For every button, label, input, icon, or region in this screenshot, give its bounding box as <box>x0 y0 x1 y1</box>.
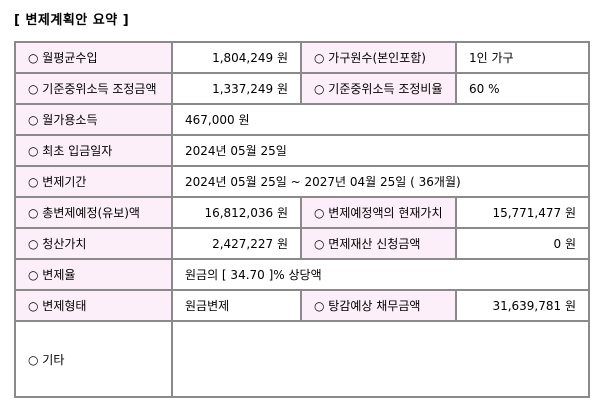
row-label-cell: ○ 총변제예정(유보)액 <box>14 196 173 229</box>
table-row: ○ 청산가치 2,427,227 원 ○ 면제재산 신청금액 0 원 <box>14 227 590 260</box>
row-value-cell: 1인 가구 <box>455 41 590 74</box>
row-value-cell <box>171 320 590 398</box>
row-value-cell: 2024년 05월 25일 <box>171 134 590 167</box>
row-value-cell: 1,337,249 원 <box>171 72 302 105</box>
page-title: [ 변제계획안 요약 ] <box>14 13 130 28</box>
row-value-cell: 31,639,781 원 <box>455 289 590 322</box>
row-label-cell: ○ 청산가치 <box>14 227 173 260</box>
table-row: ○ 총변제예정(유보)액 16,812,036 원 ○ 변제예정액의 현재가치 15,… <box>14 196 590 229</box>
repayment-plan-summary-table: ○ 월평균수입 1,804,249 원 ○ 가구원수(본인포함) 1인 가구 ○ 기준중… <box>14 41 590 398</box>
table-row: ○ 기준중위소득 조정금액 1,337,249 원 ○ 기준중위소득 조정비율 60 … <box>14 72 590 105</box>
row-label-cell: ○ 변제기간 <box>14 165 173 198</box>
table-row: ○ 월평균수입 1,804,249 원 ○ 가구원수(본인포함) 1인 가구 <box>14 41 590 74</box>
row-value-cell: 15,771,477 원 <box>455 196 590 229</box>
row-value-cell: 0 원 <box>455 227 590 260</box>
row-value-cell: 2,427,227 원 <box>171 227 302 260</box>
row-value-cell: 60 % <box>455 72 590 105</box>
row-value-cell: 원금변제 <box>171 289 302 322</box>
row-label-cell: ○ 기타 <box>14 320 173 398</box>
row-label-cell: ○ 월평균수입 <box>14 41 173 74</box>
table-row: ○ 변제기간 2024년 05월 25일 ~ 2027년 04월 25일 ( 36… <box>14 165 590 198</box>
summary-table-body: ○ 월평균수입 1,804,249 원 ○ 가구원수(본인포함) 1인 가구 ○ 기준중… <box>14 41 590 398</box>
row-value-cell: 467,000 원 <box>171 103 590 136</box>
table-row: ○ 월가용소득 467,000 원 <box>14 103 590 136</box>
row-label-cell: ○ 변제율 <box>14 258 173 291</box>
row-label-cell: ○ 가구원수(본인포함) <box>300 41 457 74</box>
table-row: ○ 최초 입금일자 2024년 05월 25일 <box>14 134 590 167</box>
row-label-cell: ○ 최초 입금일자 <box>14 134 173 167</box>
row-value-cell: 16,812,036 원 <box>171 196 302 229</box>
row-label-cell: ○ 기준중위소득 조정금액 <box>14 72 173 105</box>
row-value-cell: 2024년 05월 25일 ~ 2027년 04월 25일 ( 36개월) <box>171 165 590 198</box>
table-row: ○ 기타 <box>14 320 590 398</box>
row-label-cell: ○ 기준중위소득 조정비율 <box>300 72 457 105</box>
row-label-cell: ○ 월가용소득 <box>14 103 173 136</box>
row-value-cell: 1,804,249 원 <box>171 41 302 74</box>
row-label-cell: ○ 변제형태 <box>14 289 173 322</box>
row-value-cell: 원금의 [ 34.70 ]% 상당액 <box>171 258 590 291</box>
table-row: ○ 변제형태 원금변제 ○ 탕감예상 채무금액 31,639,781 원 <box>14 289 590 322</box>
row-label-cell: ○ 변제예정액의 현재가치 <box>300 196 457 229</box>
row-label-cell: ○ 면제재산 신청금액 <box>300 227 457 260</box>
table-row: ○ 변제율 원금의 [ 34.70 ]% 상당액 <box>14 258 590 291</box>
row-label-cell: ○ 탕감예상 채무금액 <box>300 289 457 322</box>
